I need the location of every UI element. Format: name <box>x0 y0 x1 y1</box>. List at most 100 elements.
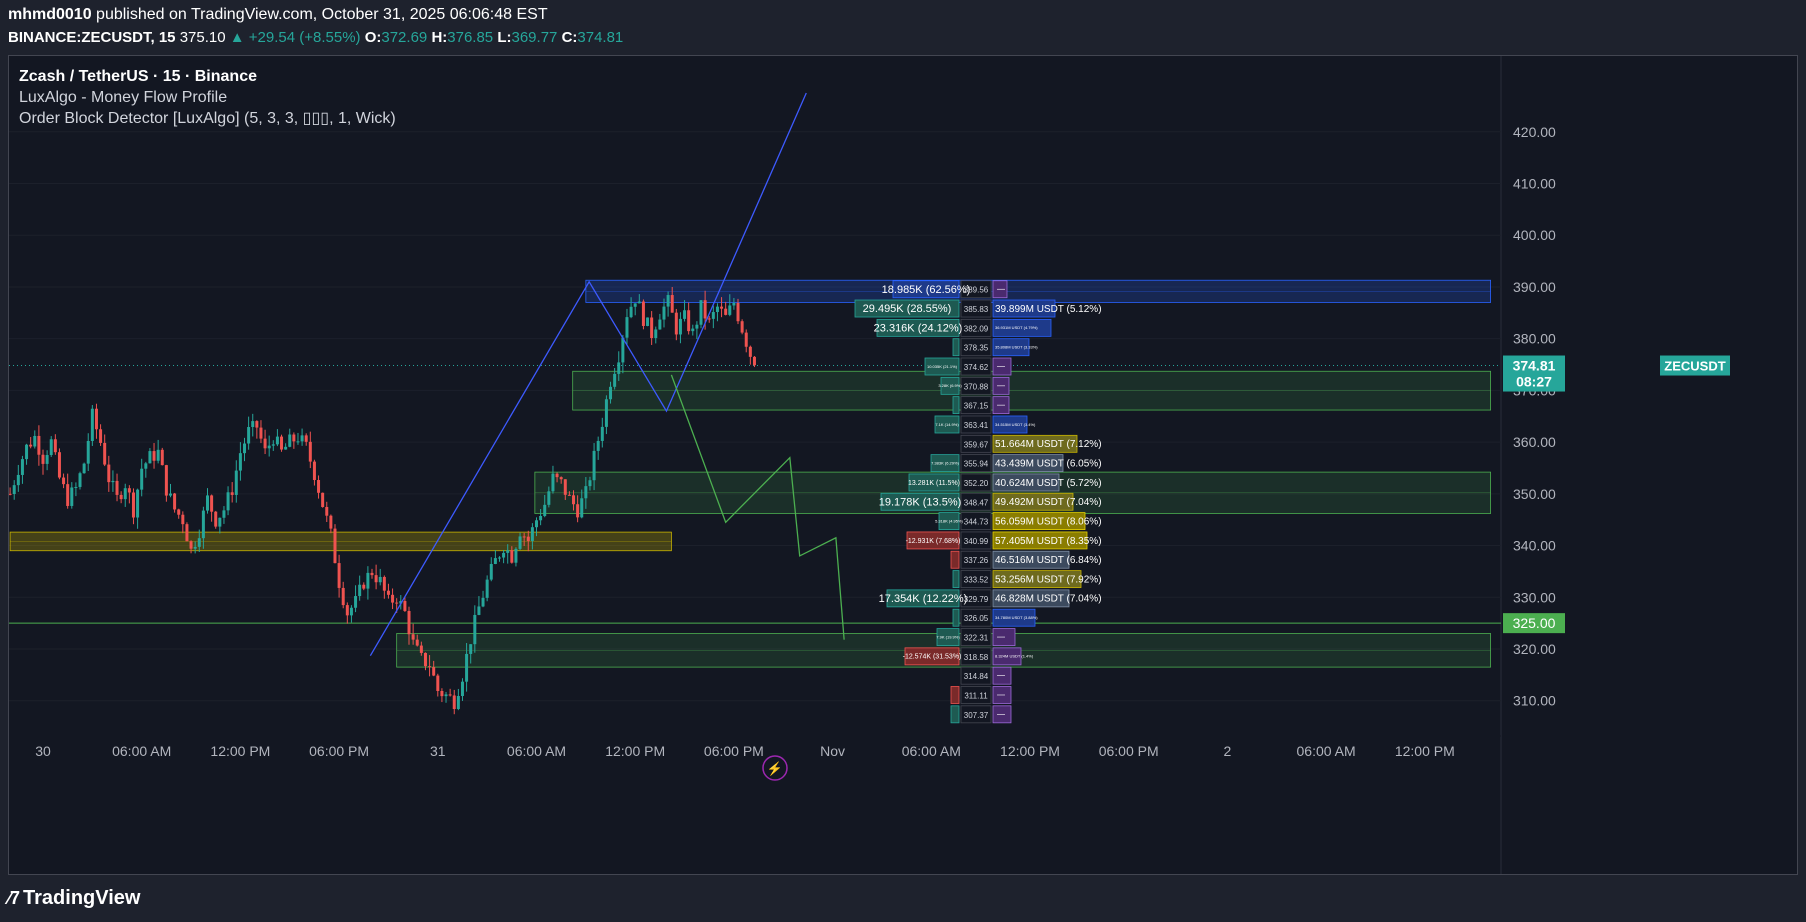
candle-body <box>370 572 374 576</box>
profile-moneyflow-bar <box>992 589 1070 608</box>
candle-body <box>559 477 563 480</box>
candle-body <box>646 317 650 326</box>
profile-price-label: 322.31 <box>964 634 989 643</box>
chart-panel[interactable]: 420.00410.00400.00390.00380.00370.00360.… <box>8 55 1798 875</box>
symbol-line: BINANCE:ZECUSDT, 15 <box>8 29 176 46</box>
profile-volume-bar <box>938 512 960 530</box>
price-tick-label: 330.00 <box>1513 589 1556 605</box>
candle-body <box>362 584 366 589</box>
profile-price-label: 340.99 <box>964 537 989 546</box>
time-tick-label: 06:00 PM <box>309 743 369 759</box>
candle-body <box>720 306 724 309</box>
candle-body <box>210 495 214 512</box>
candle-body <box>78 473 82 487</box>
candle-body <box>185 524 189 542</box>
legend-title[interactable]: Zcash / TetherUS · 15 · Binance <box>19 68 257 85</box>
profile-volume-bar <box>950 686 960 704</box>
profile-volume-bar <box>924 357 960 376</box>
time-tick-label: 06:00 PM <box>1099 743 1159 759</box>
trend-line-blue[interactable] <box>369 92 807 657</box>
candle-body <box>201 510 205 539</box>
profile-price-label: 352.20 <box>964 479 989 488</box>
candle-body <box>609 386 613 400</box>
time-tick-label: 12:00 PM <box>1000 743 1060 759</box>
candle-body <box>62 477 66 485</box>
candle-body <box>588 480 592 487</box>
candle-body <box>230 492 234 495</box>
candle-body <box>530 527 534 542</box>
profile-volume-bar <box>904 647 960 666</box>
profile-moneyflow-bar <box>992 454 1064 473</box>
candle-body <box>12 485 16 494</box>
candle-body <box>662 306 666 320</box>
trend-line-green[interactable] <box>670 374 845 640</box>
candle-body <box>683 310 687 319</box>
candle-body <box>177 509 181 515</box>
candle-body <box>514 548 518 563</box>
profile-price-cell <box>960 280 992 299</box>
candle-body <box>477 606 481 615</box>
publisher-user[interactable]: mhmd0010 <box>8 6 92 23</box>
profile-volume-label: 3.28K (6.9%) <box>938 383 962 388</box>
legend-indicator-order-block[interactable]: Order Block Detector [LuxAlgo] (5, 3, 3,… <box>19 110 396 127</box>
legend-indicator-money-flow[interactable]: LuxAlgo - Money Flow Profile <box>19 89 228 106</box>
candle-body <box>103 442 107 465</box>
candle-body <box>572 495 576 505</box>
candle-body <box>222 510 226 518</box>
candle-body <box>604 399 608 427</box>
candle-body <box>45 455 49 464</box>
candle-body <box>621 337 625 363</box>
profile-moneyflow-bar <box>992 434 1078 453</box>
bar-countdown: 08:27 <box>1516 374 1552 390</box>
profile-volume-bar <box>906 531 960 550</box>
level-price-badge <box>1503 613 1565 634</box>
close-label: C: <box>561 29 578 46</box>
candle-body <box>296 441 300 443</box>
candle-body <box>399 601 403 604</box>
profile-volume-bar <box>930 454 960 473</box>
time-tick-label: 2 <box>1224 743 1232 759</box>
last-price-badge <box>1503 355 1565 392</box>
profile-price-cell <box>960 492 992 511</box>
open-label: O: <box>364 29 382 46</box>
candle-body <box>596 440 600 451</box>
candle-body <box>206 495 209 511</box>
time-tick-label: 06:00 AM <box>507 743 566 759</box>
candle-body <box>724 308 728 315</box>
profile-price-cell <box>960 531 992 550</box>
candle-body <box>325 506 329 516</box>
candle-body <box>518 536 522 549</box>
candle-body <box>53 439 57 453</box>
ohlc-line: BINANCE:ZECUSDT, 15 375.10 ▲ +29.54 (+8.… <box>8 29 623 46</box>
profile-price-label: 337.26 <box>964 556 989 565</box>
candle-body <box>654 329 658 339</box>
candle-body <box>695 324 699 329</box>
high-value: 376.85 <box>447 29 494 46</box>
candle-body <box>744 332 748 347</box>
profile-moneyflow-label: 40.624M USDT (5.72%) <box>995 478 1102 489</box>
candle-body <box>271 444 275 446</box>
candle-body <box>547 491 551 505</box>
profile-price-cell <box>960 686 992 704</box>
lightning-icon[interactable] <box>762 755 788 781</box>
candle-body <box>66 484 70 506</box>
profile-moneyflow-bar <box>992 473 1060 492</box>
price-chart[interactable]: 420.00410.00400.00390.00380.00370.00360.… <box>9 56 1797 874</box>
candle-body <box>592 450 596 481</box>
candle-body <box>218 517 222 527</box>
candle-body <box>131 492 135 518</box>
candle-body <box>308 441 312 462</box>
candle-body <box>341 587 345 606</box>
candle-body <box>251 421 255 428</box>
profile-price-cell <box>960 570 992 588</box>
candle-body <box>469 644 473 654</box>
profile-price-label: 348.47 <box>964 498 989 507</box>
candle-body <box>629 306 633 318</box>
footer-brand: ⁄7 TradingView <box>8 887 140 910</box>
candle-body <box>395 602 399 604</box>
price-change: ▲ +29.54 (+8.55%) <box>229 29 361 46</box>
candle-body <box>255 421 259 428</box>
profile-volume-bar <box>886 589 960 608</box>
candle-body <box>386 590 390 595</box>
candle-body <box>444 694 448 697</box>
